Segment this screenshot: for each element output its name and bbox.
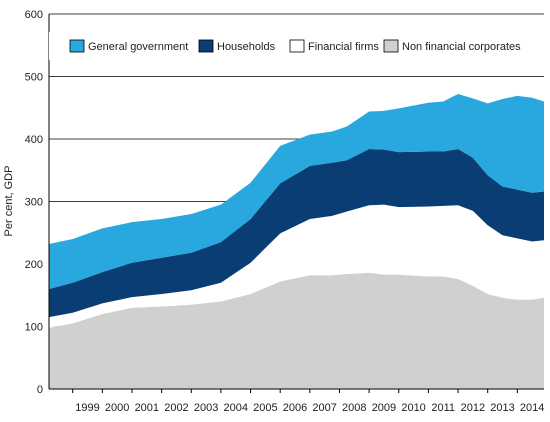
- x-tick-label: 2003: [194, 402, 218, 414]
- y-tick-label: 200: [25, 259, 43, 271]
- legend-label: Households: [217, 41, 276, 53]
- y-tick-label: 600: [25, 9, 43, 21]
- x-tick-label: 2006: [283, 402, 307, 414]
- legend-label: General government: [88, 41, 188, 53]
- x-tick-label: 2008: [342, 402, 366, 414]
- x-tick-label: 1999: [75, 402, 99, 414]
- y-axis-title: Per cent, GDP: [3, 166, 15, 237]
- x-tick-label: 2010: [401, 402, 425, 414]
- x-tick-label: 2011: [431, 402, 455, 414]
- x-tick-label: 2000: [105, 402, 129, 414]
- x-tick-label: 2012: [461, 402, 485, 414]
- y-tick-label: 0: [37, 384, 43, 396]
- y-tick-label: 100: [25, 322, 43, 334]
- y-tick-label: 300: [25, 197, 43, 209]
- legend-swatch: [290, 40, 304, 52]
- x-tick-label: 2007: [312, 402, 336, 414]
- legend-label: Non financial corporates: [402, 41, 521, 53]
- area-layer: [49, 94, 544, 389]
- x-tick-label: 2004: [223, 402, 247, 414]
- x-tick-label: 2013: [490, 402, 514, 414]
- y-tick-label: 400: [25, 134, 43, 146]
- legend-swatch: [384, 40, 398, 52]
- x-tick-label: 2005: [253, 402, 277, 414]
- legend: General government Households Financial fi…: [49, 32, 530, 60]
- x-tick-label: 2001: [135, 402, 159, 414]
- x-tick-label: 2014: [520, 402, 544, 414]
- x-tick-label: 2009: [372, 402, 396, 414]
- legend-swatch: [70, 40, 84, 52]
- y-tick-label: 500: [25, 72, 43, 84]
- legend-swatch: [199, 40, 213, 52]
- legend-label: Financial firms: [308, 41, 379, 53]
- x-tick-label: 2002: [164, 402, 188, 414]
